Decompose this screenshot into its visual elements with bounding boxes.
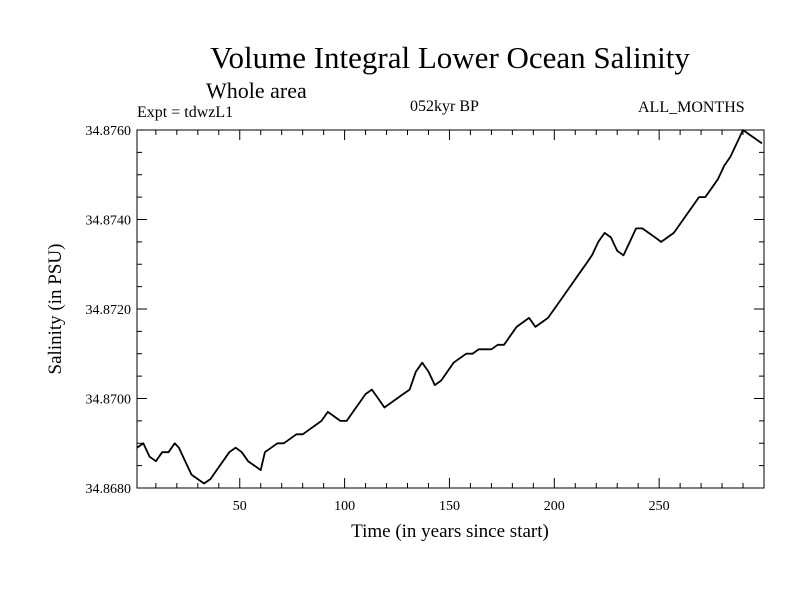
y-tick-label: 34.8680 — [86, 482, 132, 497]
x-axis: 50 100 150 200 250 — [155, 130, 744, 514]
series-line-salinity — [136, 129, 763, 485]
experiment-label: Expt = tdwzL1 — [137, 104, 234, 121]
period-label: 052kyr BP — [410, 98, 479, 115]
x-tick-label: 50 — [233, 499, 247, 514]
x-tick-label: 250 — [649, 499, 670, 514]
months-label: ALL_MONTHS — [638, 99, 745, 116]
y-axis: 34.8680 34.8700 34.8720 34.8740 34.8760 — [86, 124, 764, 497]
y-tick-label: 34.8700 — [86, 393, 132, 408]
plot-frame — [136, 129, 765, 489]
chart-title: Volume Integral Lower Ocean Salinity — [210, 40, 690, 75]
y-tick-label: 34.8720 — [86, 303, 132, 318]
y-tick-label: 34.8740 — [86, 214, 132, 229]
x-tick-label: 200 — [544, 499, 565, 514]
y-tick-label: 34.8760 — [86, 124, 132, 139]
x-axis-label: Time (in years since start) — [351, 521, 549, 542]
chart-subtitle: Whole area — [206, 78, 307, 103]
x-tick-label: 150 — [439, 499, 460, 514]
x-tick-label: 100 — [334, 499, 355, 514]
y-axis-label: Salinity (in PSU) — [45, 244, 66, 375]
